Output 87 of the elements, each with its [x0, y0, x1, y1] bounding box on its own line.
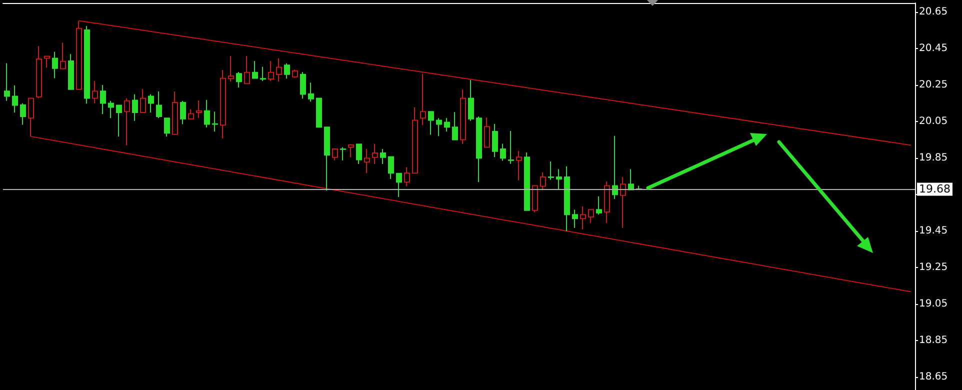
candlestick	[492, 123, 498, 158]
candlestick	[500, 143, 506, 162]
candlestick	[140, 88, 146, 114]
candlestick	[300, 72, 306, 100]
candlestick	[100, 84, 106, 115]
candlestick	[516, 150, 522, 181]
candlestick	[276, 58, 282, 82]
candlestick	[212, 111, 218, 132]
candlestick	[556, 168, 562, 190]
candlestick	[12, 84, 18, 114]
candlestick	[420, 74, 426, 126]
candlestick	[252, 60, 258, 79]
candlestick	[308, 82, 314, 102]
candlestick	[332, 148, 338, 161]
candlestick	[396, 172, 402, 198]
y-tick-label: 18.65	[919, 372, 948, 383]
candlestick	[524, 152, 530, 211]
candlestick	[316, 98, 322, 128]
y-tick-label: 20.25	[919, 80, 948, 91]
candlestick	[124, 98, 130, 146]
candlestick	[20, 102, 26, 126]
candlestick	[484, 116, 490, 148]
candlestick	[268, 60, 274, 82]
candlestick	[572, 209, 578, 228]
ref-line-label: 19.68	[919, 182, 950, 196]
candlestick	[36, 46, 42, 99]
candlestick	[412, 106, 418, 174]
candlestick	[348, 144, 354, 158]
y-tick-label: 20.65	[919, 6, 948, 18]
candlestick	[444, 118, 450, 132]
candlestick	[372, 143, 378, 165]
candlestick	[180, 100, 186, 125]
candlestick	[612, 135, 618, 200]
candlestick	[620, 176, 626, 228]
candlestick	[404, 166, 410, 187]
candlestick	[44, 56, 50, 68]
y-tick-label: 20.05	[919, 116, 948, 128]
candlestick	[380, 148, 386, 165]
candlestick	[460, 88, 466, 145]
candlestick	[340, 146, 346, 161]
y-tick-label: 19.85	[919, 152, 948, 164]
candlestick	[588, 209, 594, 224]
candlestick	[116, 104, 122, 137]
candlestick	[156, 91, 162, 119]
candlestick	[52, 51, 58, 79]
y-tick-label: 20.45	[919, 43, 948, 54]
candlestick	[364, 148, 370, 174]
candlestick	[132, 94, 138, 122]
candlestick	[476, 116, 482, 183]
candlestick	[60, 42, 66, 70]
candlestick	[436, 118, 442, 137]
candlestick	[164, 118, 170, 137]
candlestick	[292, 68, 298, 78]
candlestick	[548, 160, 554, 180]
candlestick	[564, 166, 570, 232]
candlestick	[580, 206, 586, 230]
candlestick	[172, 91, 178, 135]
candlestick	[108, 100, 114, 119]
candlestick	[68, 54, 74, 90]
candlestick	[84, 26, 90, 104]
candlestick	[204, 99, 210, 128]
candlestick	[468, 80, 474, 122]
candlestick	[148, 94, 154, 114]
candlestick	[388, 156, 394, 180]
candlestick	[356, 144, 362, 165]
candlestick	[284, 62, 290, 80]
candlestick	[508, 130, 514, 164]
y-tick-label: 18.85	[919, 335, 948, 346]
candlestick	[428, 111, 434, 136]
candlestick	[604, 180, 610, 224]
y-tick-label: 19.25	[919, 262, 948, 274]
candlestick	[260, 66, 266, 82]
candlestick	[324, 126, 330, 192]
candlestick	[244, 55, 250, 84]
candlestick	[228, 55, 234, 82]
candlestick	[220, 69, 226, 139]
candlestick	[452, 112, 458, 140]
candlestick	[596, 196, 602, 216]
candlestick	[4, 62, 10, 102]
y-tick-label: 19.45	[919, 226, 948, 237]
candlestick	[236, 72, 242, 88]
candlestick	[196, 100, 202, 119]
candlestick	[188, 108, 194, 120]
candlestick	[540, 172, 546, 191]
candlestick	[532, 185, 538, 213]
y-tick-label: 19.05	[919, 298, 948, 310]
candlestick	[92, 80, 98, 104]
